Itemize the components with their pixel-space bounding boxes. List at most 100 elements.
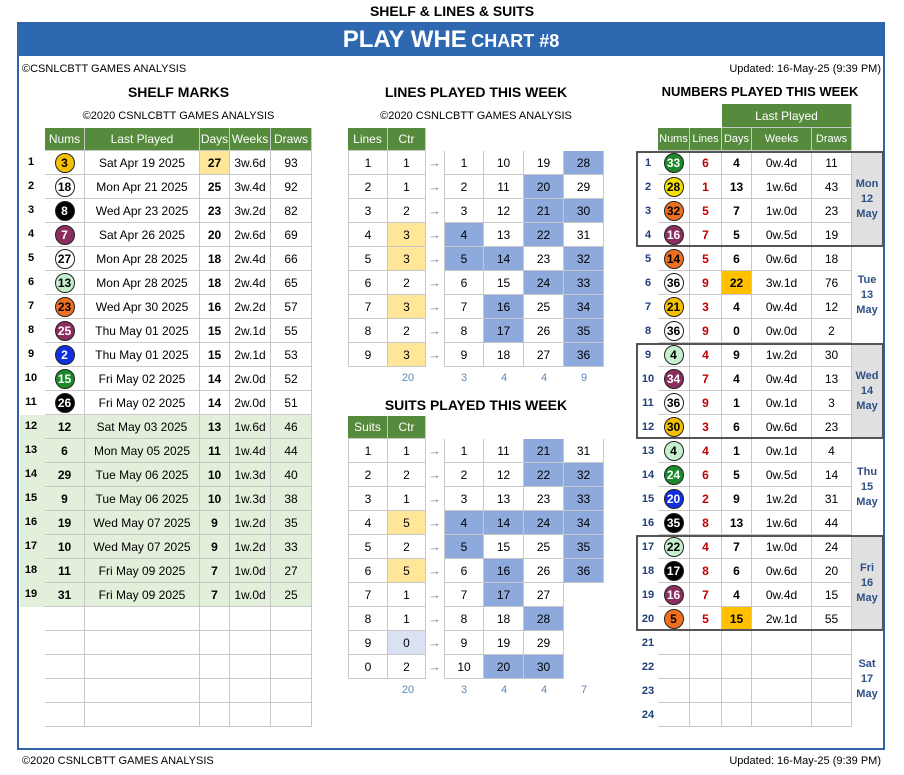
numbers-num-cell: 22 — [658, 535, 690, 559]
numbers-row-index: 18 — [641, 565, 655, 577]
lines-value-cell: 26 — [524, 319, 564, 343]
shelf-weeks-cell: 1w.6d — [230, 415, 271, 439]
numbers-row-index: 2 — [644, 181, 652, 193]
numbers-num-cell: 24 — [658, 463, 690, 487]
numbers-row-index: 15 — [641, 493, 655, 505]
number-ball: 3 — [54, 152, 75, 173]
shelf-draws-cell: 25 — [271, 583, 312, 607]
suits-value-cell: 31 — [564, 439, 604, 463]
suits-ctr-cell: 1 — [388, 607, 426, 631]
number-ball: 20 — [663, 488, 684, 509]
numbers-num-cell: 4 — [658, 439, 690, 463]
day-label-part: May — [856, 303, 878, 316]
shelf-draws-cell: 51 — [271, 391, 312, 415]
numbers-row-index: 3 — [644, 205, 652, 217]
day-band — [852, 343, 882, 439]
shelf-last-cell: Fri May 02 2025 — [85, 367, 200, 391]
arrow-icon: → — [428, 323, 441, 338]
shelf-days-cell: 7 — [200, 559, 230, 583]
numbers-draws-cell: 11 — [812, 151, 852, 175]
numbers-weeks-cell: 1w.6d — [752, 511, 812, 535]
shelf-last-cell: Mon Apr 28 2025 — [85, 271, 200, 295]
shelf-num-cell: 7 — [45, 223, 85, 247]
shelf-days-cell: 10 — [200, 487, 230, 511]
lines-foot: 4 — [540, 372, 548, 384]
shelf-weeks-cell — [230, 655, 271, 679]
day-label-4: Fri 16 May — [852, 561, 882, 606]
number-ball: 7 — [54, 224, 75, 245]
shelf-row-index: 8 — [27, 324, 35, 336]
suits-ctr-cell: 1 — [388, 583, 426, 607]
suits-key-cell: 2 — [348, 463, 388, 487]
number-ball: 16 — [663, 224, 684, 245]
lines-ctr-cell: 2 — [388, 319, 426, 343]
suits-value-cell: 36 — [564, 559, 604, 583]
numbers-num-cell: 33 — [658, 151, 690, 175]
lines-value-cell: 32 — [564, 247, 604, 271]
numbers-weeks-cell: 0w.6d — [752, 415, 812, 439]
suits-key-cell: 7 — [348, 583, 388, 607]
shelf-last-cell — [85, 655, 200, 679]
shelf-days-cell: 10 — [200, 463, 230, 487]
numbers-weeks-cell: 0w.0d — [752, 319, 812, 343]
shelf-weeks-cell: 3w.6d — [230, 151, 271, 175]
lines-ctr-cell: 2 — [388, 199, 426, 223]
shelf-weeks-cell — [230, 631, 271, 655]
numbers-num-cell — [658, 703, 690, 727]
numbers-line-cell: 9 — [690, 319, 722, 343]
day-label-5: Sat 17 May — [852, 657, 882, 702]
numbers-days-cell: 4 — [722, 295, 752, 319]
number-ball: 21 — [663, 296, 684, 317]
shelf-weeks-cell: 1w.0d — [230, 583, 271, 607]
numbers-row-index: 10 — [641, 373, 655, 385]
lines-key-cell: 8 — [348, 319, 388, 343]
number-ball: 4 — [663, 344, 684, 365]
numbers-row-index: 4 — [644, 229, 652, 241]
shelf-num-cell: 19 — [45, 511, 85, 535]
shelf-draws-cell — [271, 679, 312, 703]
numbers-days-cell: 9 — [722, 487, 752, 511]
numbers-line-cell: 2 — [690, 487, 722, 511]
numbers-line-cell — [690, 631, 722, 655]
numbers-num-cell: 21 — [658, 295, 690, 319]
numbers-line-cell — [690, 679, 722, 703]
number-ball: 36 — [663, 320, 684, 341]
shelf-last-cell: Wed Apr 23 2025 — [85, 199, 200, 223]
shelf-days-cell: 15 — [200, 319, 230, 343]
suits-value-cell: 8 — [444, 607, 484, 631]
lines-value-cell: 23 — [524, 247, 564, 271]
shelf-draws-cell: 92 — [271, 175, 312, 199]
shelf-last-cell: Mon Apr 21 2025 — [85, 175, 200, 199]
arrow-icon: → — [428, 467, 441, 482]
suits-value-cell: 30 — [524, 655, 564, 679]
lines-value-cell: 6 — [444, 271, 484, 295]
day-band — [852, 151, 882, 247]
shelf-last-cell: Sat May 03 2025 — [85, 415, 200, 439]
shelf-draws-cell: 93 — [271, 151, 312, 175]
shelf-last-cell: Wed May 07 2025 — [85, 535, 200, 559]
shelf-row-index: 16 — [24, 516, 38, 528]
numbers-draws-cell: 44 — [812, 511, 852, 535]
shelf-weeks-cell — [230, 703, 271, 727]
numbers-days-cell — [722, 631, 752, 655]
number-ball: 36 — [663, 272, 684, 293]
arrow-icon: → — [428, 155, 441, 170]
numbers-row-index: 24 — [641, 709, 655, 721]
numbers-draws-cell: 3 — [812, 391, 852, 415]
numbers-days-cell: 13 — [722, 511, 752, 535]
numbers-weeks-cell — [752, 655, 812, 679]
shelf-last-cell: Wed May 07 2025 — [85, 511, 200, 535]
suits-value-cell: 24 — [524, 511, 564, 535]
numbers-line-cell: 7 — [690, 367, 722, 391]
arrow-icon: → — [428, 275, 441, 290]
shelf-days-cell — [200, 703, 230, 727]
shelf-days-cell: 18 — [200, 271, 230, 295]
shelf-row-index: 17 — [24, 540, 38, 552]
numbers-num-cell: 30 — [658, 415, 690, 439]
lines-value-cell: 33 — [564, 271, 604, 295]
numbers-weeks-cell: 1w.0d — [752, 535, 812, 559]
shelf-row-index: 4 — [27, 228, 35, 240]
number-ball: 25 — [54, 320, 75, 341]
numbers-row-index: 22 — [641, 661, 655, 673]
numbers-draws-cell: 43 — [812, 175, 852, 199]
